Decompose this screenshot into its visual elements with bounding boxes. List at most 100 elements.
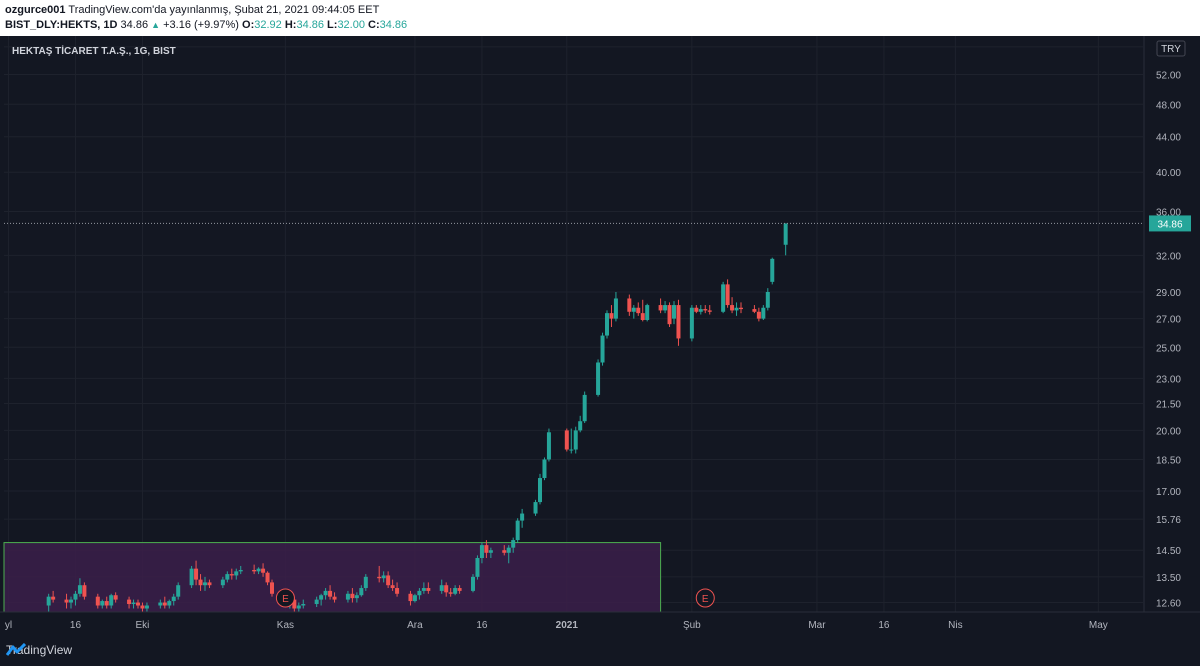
candle[interactable] (582, 391, 587, 424)
candle[interactable] (600, 332, 605, 366)
candle[interactable] (95, 593, 100, 609)
candle[interactable] (319, 593, 324, 606)
candle[interactable] (605, 310, 609, 339)
candle[interactable] (408, 590, 413, 606)
candle[interactable] (569, 428, 574, 454)
candle[interactable] (734, 302, 739, 316)
candle[interactable] (479, 542, 484, 564)
candle[interactable] (672, 301, 676, 325)
candle[interactable] (167, 599, 172, 609)
candle[interactable] (359, 585, 364, 597)
candle[interactable] (412, 593, 417, 603)
candle[interactable] (176, 582, 181, 600)
candle[interactable] (171, 593, 176, 606)
candle[interactable] (220, 576, 225, 589)
tradingview-logo[interactable]: TradingView (6, 643, 72, 657)
candle[interactable] (721, 281, 726, 314)
candle[interactable] (631, 305, 636, 319)
candle[interactable] (511, 537, 516, 553)
candle[interactable] (136, 599, 140, 609)
candle[interactable] (162, 596, 167, 609)
candle[interactable] (596, 359, 601, 397)
candle[interactable] (546, 428, 551, 462)
candle[interactable] (158, 599, 163, 609)
candle[interactable] (640, 299, 645, 322)
candle[interactable] (613, 291, 618, 322)
candle[interactable] (707, 305, 712, 315)
candle[interactable] (609, 305, 614, 327)
candle[interactable] (82, 582, 87, 600)
candle[interactable] (127, 596, 132, 609)
candle[interactable] (756, 307, 761, 322)
candle[interactable] (645, 303, 650, 322)
candle[interactable] (238, 565, 243, 575)
candle[interactable] (225, 571, 230, 583)
candle[interactable] (703, 305, 708, 314)
candle[interactable] (538, 473, 542, 505)
candle[interactable] (421, 582, 426, 594)
candle[interactable] (488, 547, 493, 559)
candle[interactable] (502, 545, 507, 556)
candle[interactable] (203, 576, 207, 591)
candle[interactable] (314, 596, 319, 607)
candle[interactable] (194, 560, 199, 586)
candle[interactable] (765, 288, 770, 311)
candle[interactable] (144, 602, 149, 612)
candle[interactable] (345, 590, 350, 603)
candle[interactable] (515, 518, 520, 543)
candle[interactable] (46, 593, 51, 612)
candle[interactable] (475, 555, 480, 580)
candle[interactable] (667, 302, 672, 327)
candle[interactable] (363, 574, 368, 591)
candle[interactable] (64, 593, 69, 609)
candle[interactable] (636, 302, 641, 316)
candle[interactable] (506, 545, 511, 564)
candle[interactable] (301, 599, 306, 609)
candle[interactable] (381, 571, 386, 583)
candle[interactable] (229, 568, 234, 580)
candle[interactable] (698, 305, 703, 315)
candle[interactable] (256, 567, 261, 575)
author-name[interactable]: ozgurce001 (5, 4, 66, 16)
candle[interactable] (390, 579, 395, 591)
candle[interactable] (783, 223, 788, 256)
candle[interactable] (100, 599, 105, 609)
candle[interactable] (270, 579, 274, 597)
candle[interactable] (533, 499, 538, 516)
candle[interactable] (444, 582, 449, 597)
candle[interactable] (694, 305, 699, 314)
candle[interactable] (761, 305, 766, 320)
currency-box[interactable] (1156, 40, 1186, 57)
candle[interactable] (113, 592, 118, 603)
candle[interactable] (395, 582, 400, 597)
candle[interactable] (770, 257, 775, 285)
candle[interactable] (261, 563, 266, 577)
candle[interactable] (234, 568, 239, 580)
candle[interactable] (484, 540, 489, 559)
candle[interactable] (77, 578, 82, 597)
candle[interactable] (109, 593, 114, 609)
candle[interactable] (739, 302, 743, 314)
candle[interactable] (471, 574, 475, 593)
candle[interactable] (730, 297, 735, 314)
earnings-marker[interactable]: E (275, 588, 295, 608)
candle[interactable] (377, 565, 382, 583)
candle[interactable] (627, 294, 632, 316)
candle[interactable] (564, 428, 569, 452)
candle[interactable] (328, 585, 333, 600)
candle[interactable] (439, 579, 444, 594)
candle[interactable] (296, 602, 301, 612)
candle[interactable] (689, 305, 694, 342)
candle[interactable] (189, 565, 194, 589)
candle[interactable] (131, 599, 136, 609)
support-zone-rect[interactable] (3, 542, 662, 613)
candle[interactable] (676, 299, 681, 346)
candle[interactable] (663, 301, 668, 314)
candle[interactable] (426, 582, 431, 594)
chart-area[interactable]: EE 56.0052.0048.0044.0040.0036.0032.0029… (0, 36, 1200, 666)
candle[interactable] (520, 508, 525, 528)
candle[interactable] (457, 585, 462, 594)
candle[interactable] (542, 457, 547, 481)
candle[interactable] (198, 574, 203, 591)
candle[interactable] (51, 590, 56, 603)
